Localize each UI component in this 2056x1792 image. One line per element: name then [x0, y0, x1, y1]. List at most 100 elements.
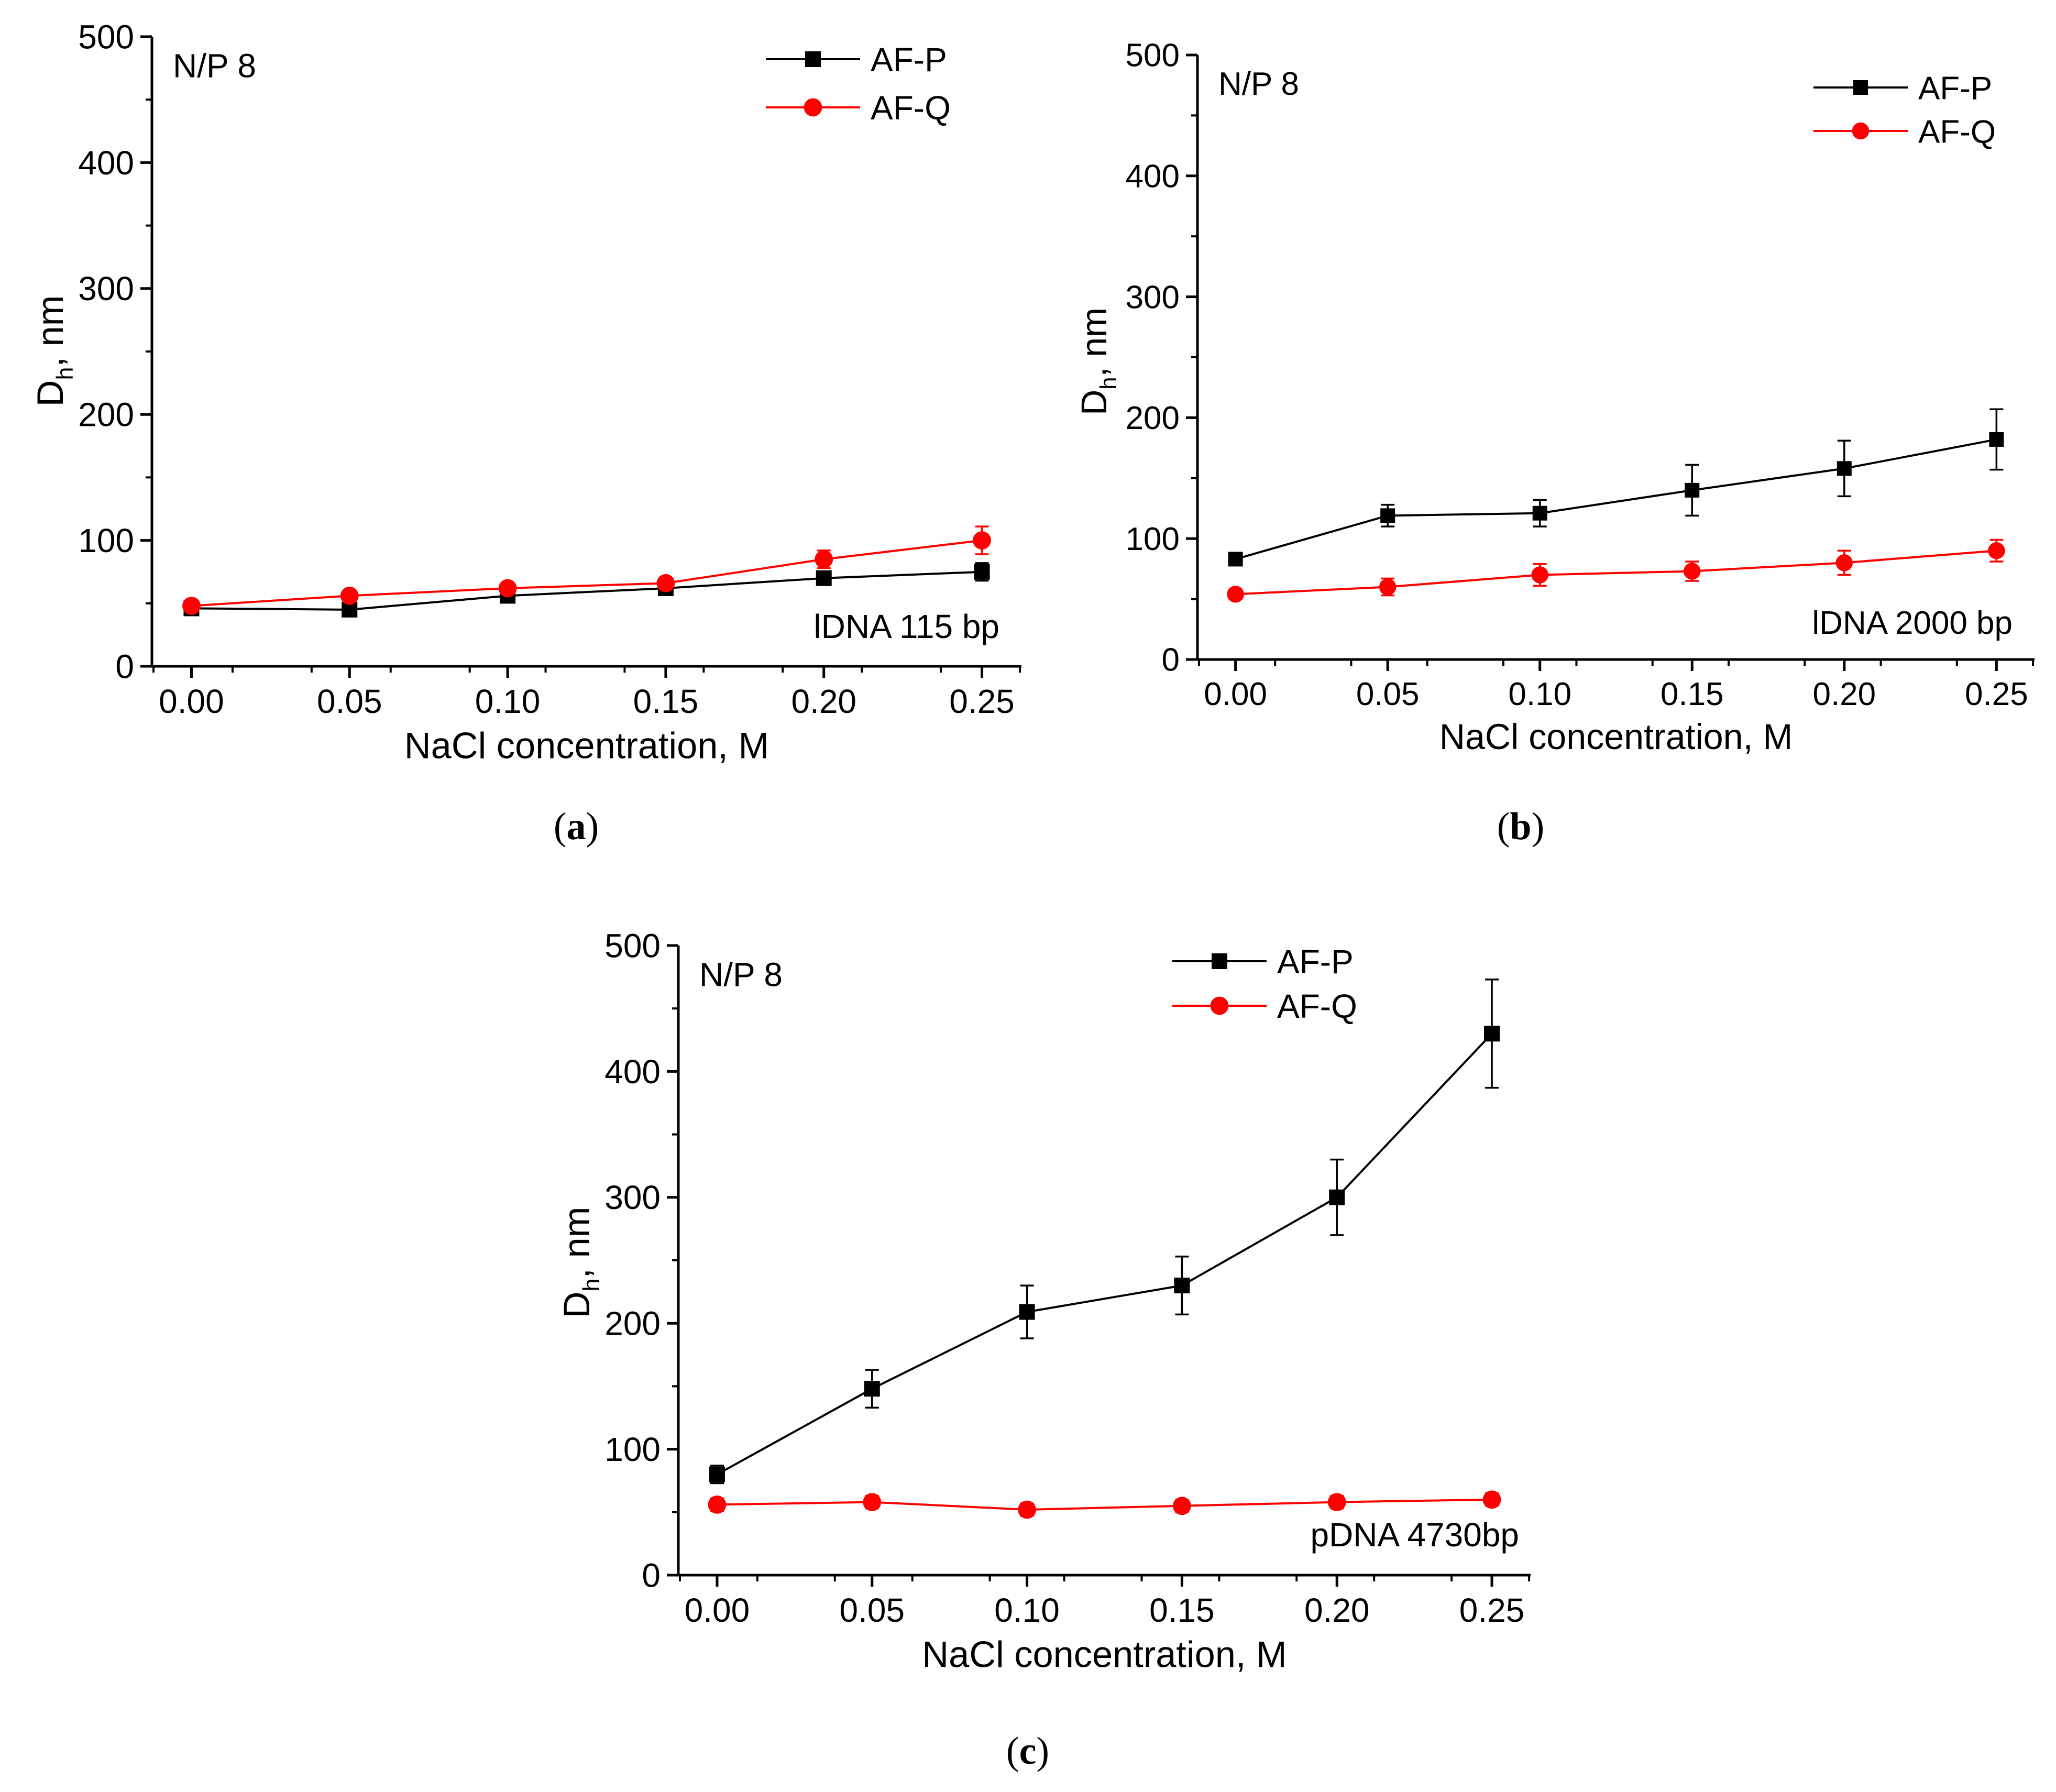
- y-tick-label-a: 0: [115, 647, 134, 685]
- legend-marker-af-p-b: [1853, 80, 1868, 95]
- caption-panel-c: (c): [1006, 1730, 1049, 1773]
- series-line-af-q-a: [191, 539, 982, 607]
- y-tick-label-c: 400: [604, 1053, 661, 1091]
- annotation-np-b: N/P 8: [1218, 66, 1299, 102]
- y-tick-label-b: 100: [1126, 521, 1180, 557]
- data-point-af-q-b: [1379, 578, 1397, 596]
- x-tick-label-c: 0.00: [685, 1591, 750, 1629]
- y-tick-label-b: 0: [1162, 642, 1180, 678]
- x-tick-label-b: 0.00: [1204, 676, 1267, 712]
- data-point-af-p-c: [1329, 1189, 1345, 1205]
- data-point-af-p-c: [709, 1466, 725, 1482]
- legend-label-af-q-a: AF-Q: [871, 89, 951, 127]
- data-point-af-p-b: [1685, 482, 1700, 498]
- data-point-af-p-b: [1989, 432, 2004, 447]
- chart-panel-b: 0 100 200 300 400 500 0.00 0.05 0.10 0.15 0.20 0.25…: [1074, 38, 2035, 757]
- caption-panel-a: (a): [554, 805, 599, 848]
- x-axis-title-a: NaCl concentration, M: [404, 725, 769, 766]
- x-tick-label-a: 0.25: [949, 683, 1015, 720]
- legend-marker-af-p-c: [1212, 953, 1227, 969]
- data-point-af-p-c: [1019, 1304, 1035, 1320]
- legend-marker-af-q-c: [1210, 996, 1229, 1015]
- data-point-af-p-c: [1484, 1026, 1500, 1042]
- caption-letter-a: a: [567, 805, 586, 848]
- y-tick-label-a: 400: [78, 144, 134, 182]
- y-tick-label-b: 400: [1126, 159, 1180, 195]
- data-point-af-q-b: [1684, 563, 1701, 580]
- y-axis-title-b: Dh, nm: [1074, 307, 1122, 415]
- x-tick-label-a: 0.15: [633, 683, 699, 720]
- x-tick-label-a: 0.00: [159, 683, 224, 720]
- legend-marker-af-q-a: [804, 98, 822, 117]
- data-point-af-q-b: [1835, 554, 1853, 571]
- legend-label-af-p-a: AF-P: [871, 41, 947, 79]
- x-tick-label-b: 0.10: [1508, 676, 1571, 712]
- caption-letter-c: c: [1019, 1730, 1037, 1773]
- data-point-af-q-c: [863, 1493, 882, 1511]
- series-line-af-p-b: [1235, 438, 1997, 560]
- x-tick-label-c: 0.10: [994, 1591, 1060, 1629]
- data-point-af-q-c: [1482, 1490, 1501, 1509]
- legend-marker-af-p-a: [805, 51, 821, 67]
- y-tick-label-a: 200: [78, 396, 134, 434]
- legend-marker-af-q-b: [1852, 122, 1870, 140]
- data-point-af-q-a: [815, 550, 833, 569]
- y-tick-label-c: 200: [604, 1305, 661, 1343]
- y-tick-label-b: 300: [1126, 279, 1180, 315]
- x-tick-label-c: 0.20: [1304, 1591, 1370, 1629]
- legend-label-af-q-b: AF-Q: [1918, 114, 1996, 150]
- caption-letter-b: b: [1510, 805, 1531, 848]
- y-axis-title-a: Dh, nm: [29, 295, 78, 407]
- data-point-af-q-a: [498, 579, 517, 598]
- y-axis-title-sub-b: h: [1096, 377, 1122, 390]
- data-point-af-p-b: [1380, 508, 1395, 523]
- x-tick-label-a: 0.10: [475, 683, 541, 720]
- x-tick-label-b: 0.25: [1965, 676, 2028, 712]
- y-tick-label-a: 100: [78, 522, 134, 559]
- y-axis-title-c: Dh, nm: [556, 1207, 604, 1318]
- x-tick-label-b: 0.20: [1812, 676, 1876, 712]
- data-point-af-q-c: [1327, 1493, 1346, 1511]
- data-point-af-q-c: [1018, 1500, 1036, 1519]
- x-tick-label-a: 0.20: [791, 683, 856, 720]
- y-axis-title-main-c: D: [556, 1291, 597, 1318]
- y-axis-title-sub-a: h: [52, 367, 78, 380]
- y-tick-label-c: 100: [604, 1431, 661, 1468]
- series-line-af-q-c: [717, 1498, 1492, 1511]
- legend-label-af-p-b: AF-P: [1918, 70, 1992, 106]
- x-axis-title-b: NaCl concentration, M: [1439, 717, 1793, 757]
- x-tick-label-c: 0.25: [1459, 1591, 1525, 1629]
- data-point-af-q-b: [1531, 566, 1548, 584]
- y-tick-label-c: 500: [604, 927, 661, 964]
- x-tick-label-b: 0.15: [1661, 676, 1724, 712]
- x-tick-label-a: 0.05: [317, 683, 382, 720]
- y-axis-title-main-b: D: [1074, 390, 1114, 415]
- y-tick-label-c: 300: [604, 1179, 661, 1216]
- y-axis-title-main-a: D: [29, 380, 71, 406]
- annotation-np-c: N/P 8: [699, 956, 783, 994]
- sample-label-c: pDNA 4730bp: [1310, 1516, 1519, 1554]
- data-point-af-q-c: [708, 1495, 727, 1514]
- series-line-af-p-a: [191, 570, 982, 611]
- annotation-np-a: N/P 8: [173, 47, 256, 85]
- data-point-af-q-a: [656, 574, 675, 592]
- series-line-af-p-c: [716, 1032, 1493, 1476]
- data-point-af-q-a: [340, 586, 359, 605]
- data-point-af-q-a: [182, 597, 201, 615]
- data-point-af-q-a: [973, 531, 991, 549]
- y-tick-label-c: 0: [642, 1556, 661, 1594]
- chart-panel-c: 0 100 200 300 400 500 0.00 0.05 0.10 0.15 0.20 0.25…: [556, 927, 1531, 1675]
- y-axis-title-rest-c: , nm: [556, 1207, 597, 1279]
- sample-label-b: lDNA 2000 bp: [1812, 605, 2013, 641]
- data-point-af-p-a: [816, 570, 832, 586]
- y-tick-label-b: 500: [1126, 38, 1180, 74]
- x-tick-label-c: 0.05: [839, 1591, 905, 1629]
- data-point-af-p-b: [1532, 505, 1547, 521]
- legend-label-af-p-c: AF-P: [1277, 943, 1354, 981]
- y-tick-label-a: 300: [78, 270, 134, 307]
- x-tick-label-c: 0.15: [1149, 1591, 1215, 1629]
- y-axis-title-rest-a: , nm: [29, 295, 71, 367]
- data-point-af-p-b: [1228, 552, 1243, 567]
